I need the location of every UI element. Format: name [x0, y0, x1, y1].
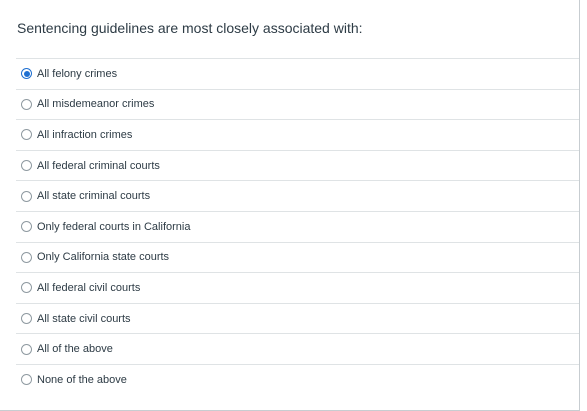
answer-label: All federal civil courts: [37, 281, 141, 294]
answer-label: All federal criminal courts: [37, 159, 160, 172]
answer-option[interactable]: All felony crimes: [16, 58, 579, 89]
radio-button[interactable]: [21, 221, 32, 233]
answer-label: All state criminal courts: [37, 190, 151, 203]
answer-option[interactable]: Only California state courts: [16, 241, 579, 273]
answer-option[interactable]: All infraction crimes: [16, 119, 579, 150]
radio-button[interactable]: [21, 374, 32, 386]
answer-label: Only federal courts in California: [37, 220, 191, 233]
answer-option[interactable]: All federal criminal courts: [16, 149, 579, 181]
radio-button[interactable]: [21, 190, 32, 202]
radio-button[interactable]: [21, 98, 32, 110]
answer-option[interactable]: Only federal courts in California: [16, 210, 579, 242]
radio-button[interactable]: [21, 251, 32, 263]
answer-label: All misdemeanor crimes: [37, 98, 155, 111]
radio-button[interactable]: [21, 129, 32, 141]
answer-option[interactable]: All misdemeanor crimes: [16, 88, 579, 120]
answer-label: All infraction crimes: [37, 128, 133, 141]
answer-label: None of the above: [37, 373, 127, 386]
question-text: Sentencing guidelines are most closely a…: [17, 20, 363, 36]
answer-option[interactable]: All state criminal courts: [16, 180, 579, 211]
answer-list: All felony crimes All misdemeanor crimes…: [16, 58, 579, 395]
answer-option[interactable]: All of the above: [16, 333, 579, 364]
answer-label: All state civil courts: [37, 312, 131, 325]
answer-label: All of the above: [37, 343, 113, 356]
answer-label: Only California state courts: [37, 251, 170, 264]
answer-option[interactable]: None of the above: [16, 363, 579, 395]
answer-option[interactable]: All state civil courts: [16, 302, 579, 334]
answer-label: All felony crimes: [37, 67, 118, 80]
radio-button-selected[interactable]: [21, 68, 32, 80]
radio-button[interactable]: [21, 282, 32, 294]
radio-button[interactable]: [21, 160, 32, 172]
radio-button[interactable]: [21, 313, 32, 325]
radio-button[interactable]: [21, 343, 32, 355]
answer-option[interactable]: All federal civil courts: [16, 272, 579, 303]
